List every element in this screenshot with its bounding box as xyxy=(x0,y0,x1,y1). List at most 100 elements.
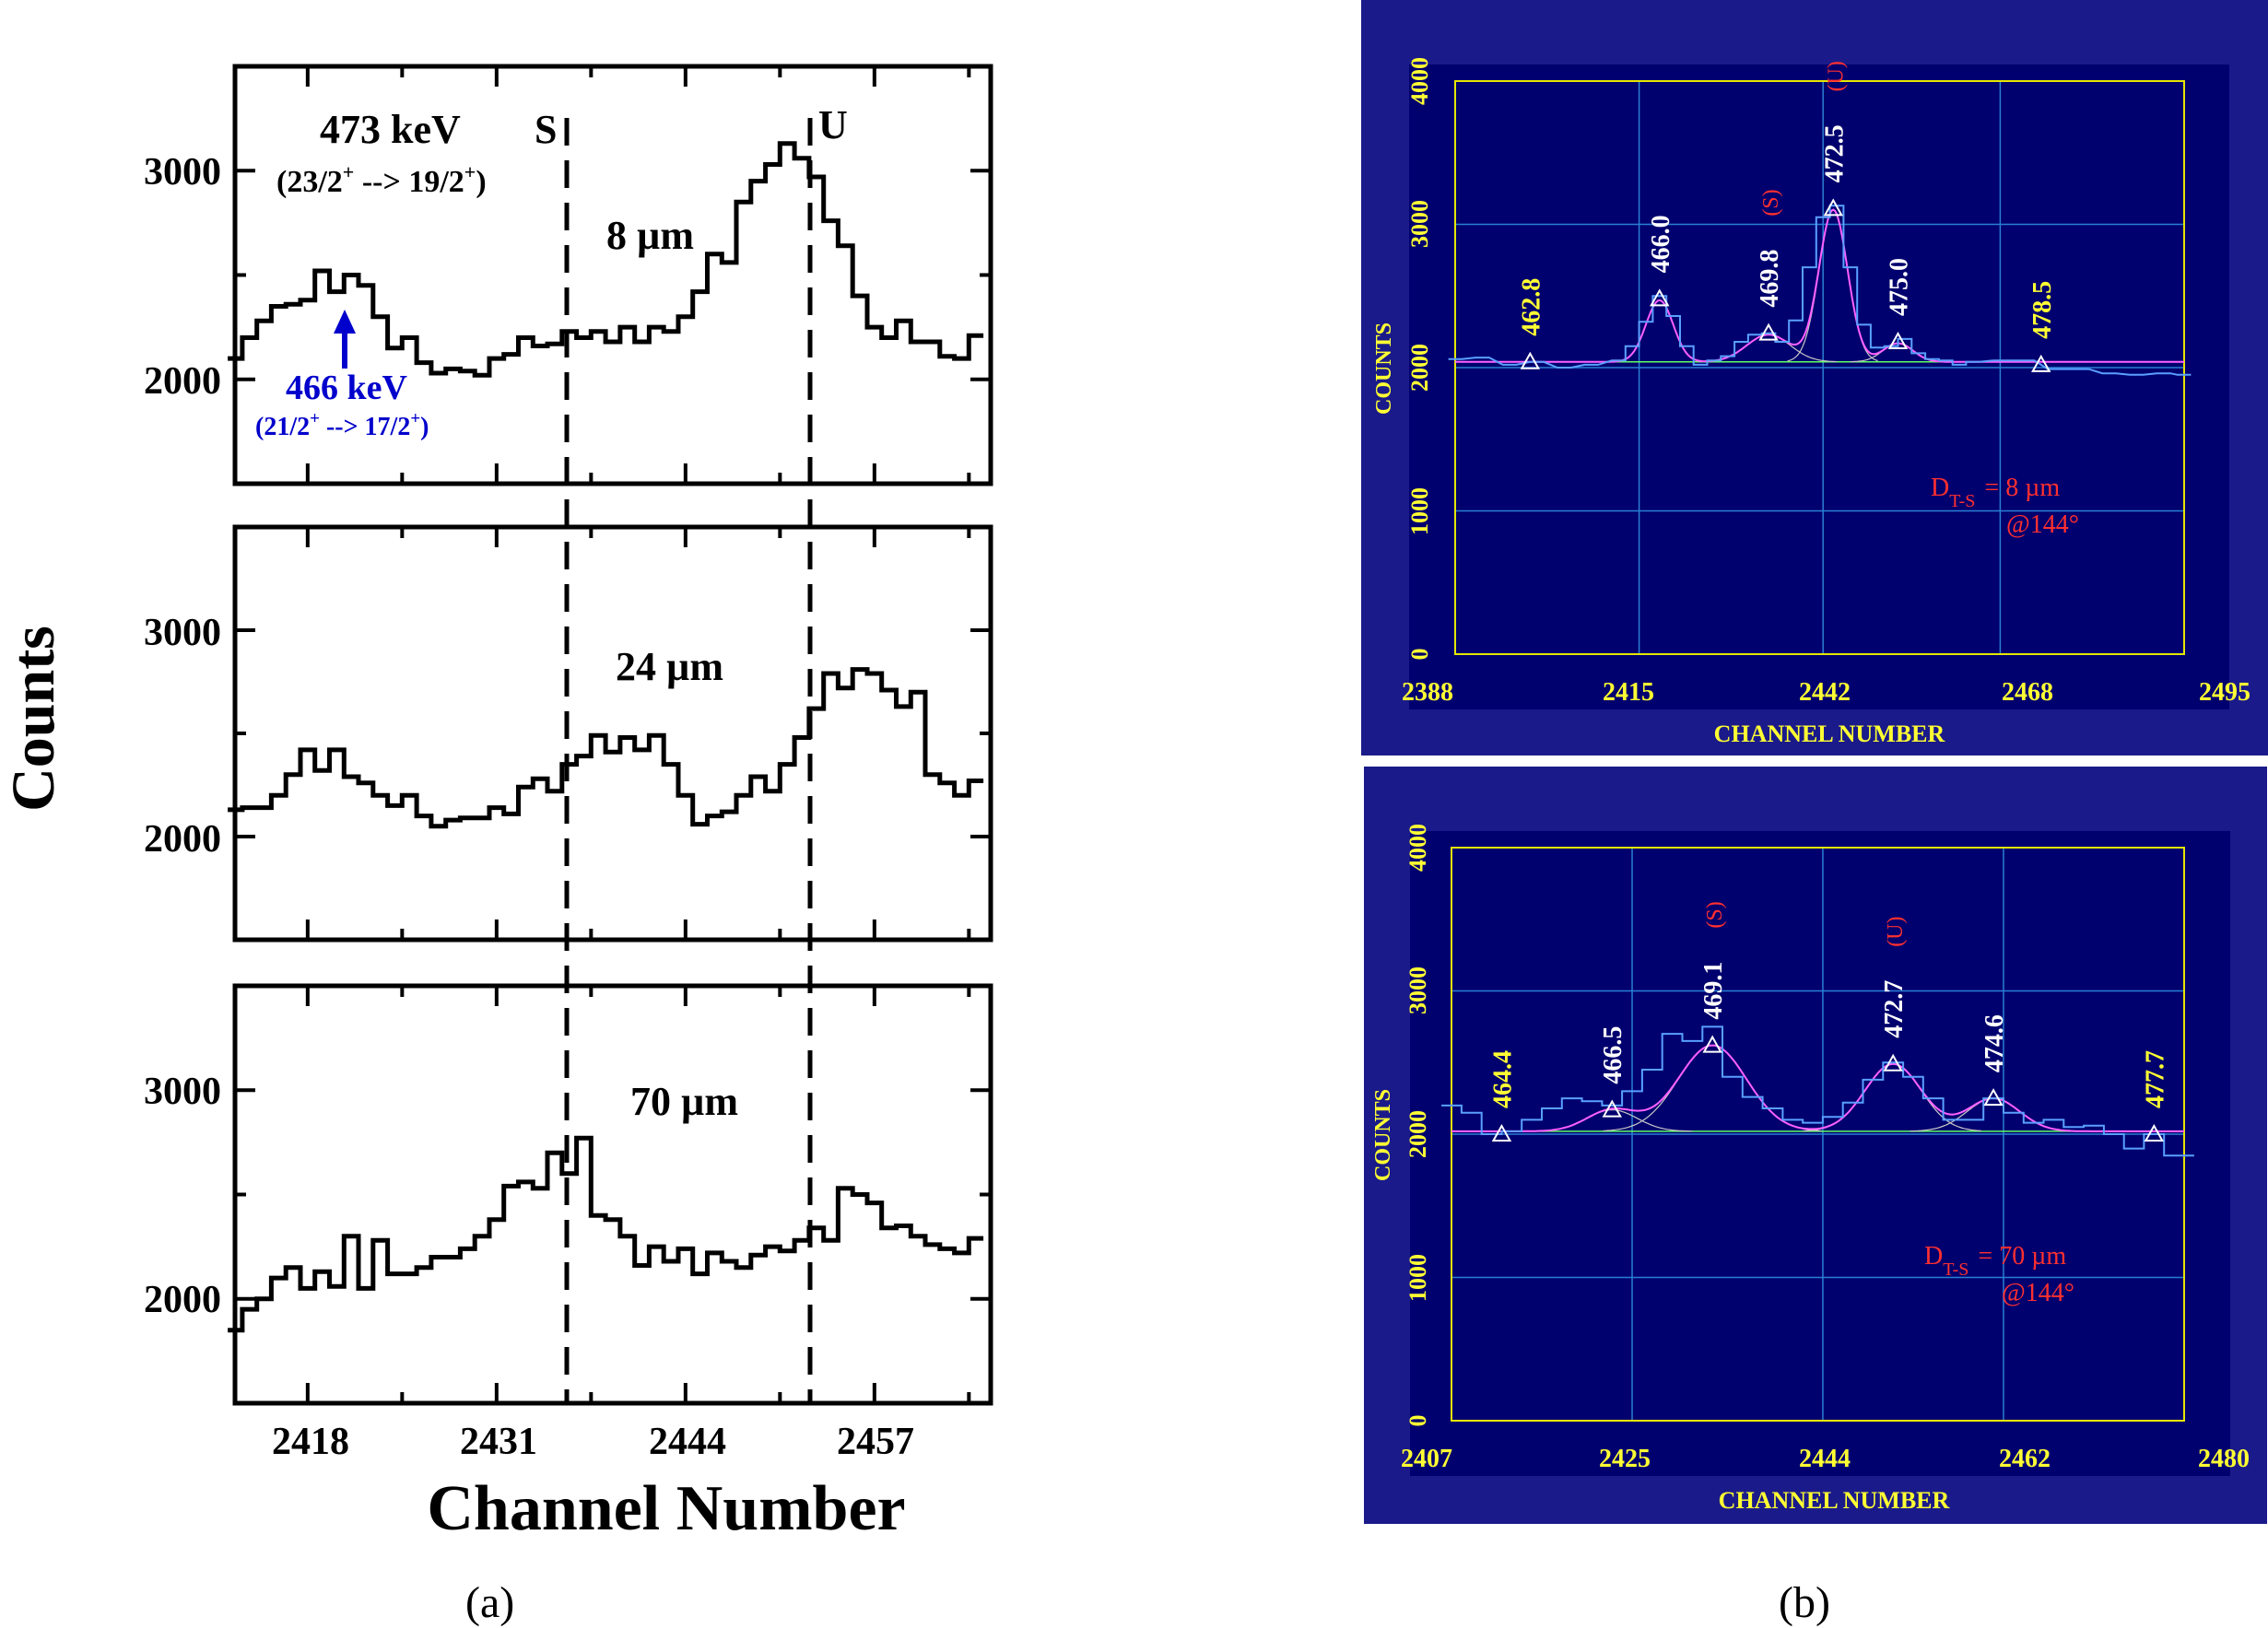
b-bot-xlabel: CHANNEL NUMBER xyxy=(1719,1487,1950,1514)
b-bot-xtick-0: 2407 xyxy=(1401,1445,1452,1473)
axis-frame-bottom xyxy=(1451,847,2185,1422)
b-bot-xtick-3: 2462 xyxy=(1999,1445,2051,1473)
panel-label-8um: 8 µm xyxy=(606,213,694,258)
caption-a: (a) xyxy=(465,1578,515,1627)
peak-marker-icon xyxy=(2031,354,2051,372)
b-bot-ytick-0: 0 xyxy=(1404,1415,1431,1427)
b-top-ytick-1000: 1000 xyxy=(1406,487,1433,535)
peak-marker-icon xyxy=(1887,331,1909,350)
b-bot-xtick-2: 2444 xyxy=(1799,1445,1851,1473)
series-8um xyxy=(228,141,984,378)
peak-label: 472.7 xyxy=(1880,980,1909,1038)
y-axis-title: Counts xyxy=(0,626,67,812)
xtick-2418: 2418 xyxy=(272,1421,349,1463)
peak-marker-icon xyxy=(1883,1053,1903,1072)
b-top-ytick-4000: 4000 xyxy=(1406,57,1433,105)
grid-lines-top xyxy=(1455,81,2184,654)
peak-marker-icon xyxy=(1520,351,1541,369)
panel-label-70um: 70 µm xyxy=(630,1079,738,1124)
peak-label: 469.8 xyxy=(1756,250,1784,308)
peak-label: 477.7 xyxy=(2141,1050,2169,1108)
b-bot-ylabel: COUNTS xyxy=(1371,1089,1395,1181)
peak-marker-icon xyxy=(1983,1088,2004,1107)
peak-marker-icon xyxy=(1702,1035,1722,1053)
peak-marker-icon xyxy=(1602,1099,1622,1118)
x-axis-title: Channel Number xyxy=(427,1473,905,1544)
ytick-2000-panel1: 2000 xyxy=(144,360,221,403)
b-top-ytick-0: 0 xyxy=(1406,649,1433,661)
peak-label: 466.5 xyxy=(1599,1026,1628,1084)
peak-label: 478.5 xyxy=(2028,281,2057,339)
series-70um xyxy=(228,1135,984,1333)
b-bot-xtick-4: 2480 xyxy=(2198,1445,2250,1473)
spectrum-histogram xyxy=(1448,205,2192,376)
caption-b: (b) xyxy=(1779,1578,1830,1627)
b-top-xtick-1: 2415 xyxy=(1603,678,1654,707)
ytick-3000-panel1: 3000 xyxy=(144,151,221,193)
b-bot-xtick-1: 2425 xyxy=(1599,1445,1651,1473)
xtick-2431: 2431 xyxy=(460,1421,537,1463)
ytick-3000-panel3: 3000 xyxy=(144,1071,221,1113)
b-bot-angle: @144° xyxy=(2002,1279,2074,1307)
spectrum-plot-area-bottom xyxy=(1410,831,2230,1476)
tick-marks xyxy=(235,66,991,1403)
peak-marker-icon xyxy=(2144,1123,2165,1142)
b-top-ylabel: COUNTS xyxy=(1372,322,1396,415)
series-24um xyxy=(228,667,984,829)
ytick-2000-panel2: 2000 xyxy=(144,818,221,861)
spectrum-series-bottom xyxy=(1441,1025,2194,1157)
peak-tag: (S) xyxy=(1703,901,1727,928)
peak-marker-icon xyxy=(1823,198,1843,217)
peak-tag: (U) xyxy=(1824,61,1848,91)
ytick-2000-panel3: 2000 xyxy=(144,1279,221,1321)
peak-marker-icon xyxy=(1650,288,1670,307)
spectrum-histogram xyxy=(1441,1025,2194,1157)
marker-label-U: U xyxy=(818,102,848,147)
b-bot-ytick-4000: 4000 xyxy=(1404,824,1431,872)
panel-a: 3000 2000 3000 2000 3000 2000 2418 2431 … xyxy=(0,64,993,1544)
b-top-ytick-3000: 3000 xyxy=(1406,200,1433,248)
b-bot-ytick-2000: 2000 xyxy=(1404,1110,1431,1158)
peak-labels-bottom: 464.4 466.5 469.1 (S) 472.7 (U) 474.6 477.7 xyxy=(1488,901,2169,1142)
spectrum-plot-area-top xyxy=(1409,64,2229,709)
fit-total xyxy=(1455,208,2184,363)
b-top-xtick-3: 2468 xyxy=(2002,678,2053,707)
histogram-series xyxy=(228,141,984,1333)
spectrum-series-top xyxy=(1448,205,2192,376)
fit-total xyxy=(1451,1044,2184,1132)
peak-label: 462.8 xyxy=(1517,278,1545,336)
subplot-frame-24um xyxy=(232,524,993,943)
panel-b-bottom: 464.4 466.5 469.1 (S) 472.7 (U) 474.6 477.7 0 1… xyxy=(1364,767,2267,1524)
axis-frame-top xyxy=(1454,80,2185,655)
subplot-frame-70um xyxy=(232,983,993,1406)
annotation-466-transition: (21/2+ --> 17/2+) xyxy=(255,409,429,441)
b-top-distance: DT-S = 8 µm xyxy=(1931,474,2060,511)
marker-label-S: S xyxy=(535,107,557,152)
b-top-xtick-2: 2442 xyxy=(1799,678,1851,707)
arrow-466-icon xyxy=(334,310,356,334)
annotation-466-kev: 466 keV xyxy=(286,369,408,407)
peak-marker-icon xyxy=(1491,1123,1512,1142)
annotation-473-transition: (23/2+ --> 19/2+) xyxy=(276,160,487,199)
panel-b-top: 462.8 466.0 469.8 (S) 472.5 (U) 475.0 478.5 0 1… xyxy=(1361,0,2268,755)
peak-marker-icon xyxy=(1758,322,1779,341)
peak-label: 472.5 xyxy=(1820,124,1849,182)
xtick-2444: 2444 xyxy=(649,1421,726,1463)
grid-lines-bottom xyxy=(1451,848,2184,1421)
peak-label: 474.6 xyxy=(1980,1014,2009,1072)
peak-label: 464.4 xyxy=(1488,1050,1517,1108)
peak-label: 475.0 xyxy=(1886,258,1914,316)
b-bot-ytick-1000: 1000 xyxy=(1404,1254,1431,1302)
b-bot-distance: DT-S = 70 µm xyxy=(1924,1242,2066,1280)
peak-labels-top: 462.8 466.0 469.8 (S) 472.5 (U) 475.0 478.5 xyxy=(1517,61,2057,372)
b-top-xtick-0: 2388 xyxy=(1402,678,1453,707)
xtick-2457: 2457 xyxy=(837,1421,914,1463)
b-bot-ytick-3000: 3000 xyxy=(1404,966,1431,1014)
b-top-xtick-4: 2495 xyxy=(2199,678,2250,707)
b-top-ytick-2000: 2000 xyxy=(1406,344,1433,392)
peak-tag: (U) xyxy=(1884,916,1908,946)
annotation-473-kev: 473 keV xyxy=(320,107,461,152)
peak-label: 469.1 xyxy=(1699,962,1728,1020)
peak-tag: (S) xyxy=(1759,189,1783,216)
panel-label-24um: 24 µm xyxy=(616,644,723,689)
